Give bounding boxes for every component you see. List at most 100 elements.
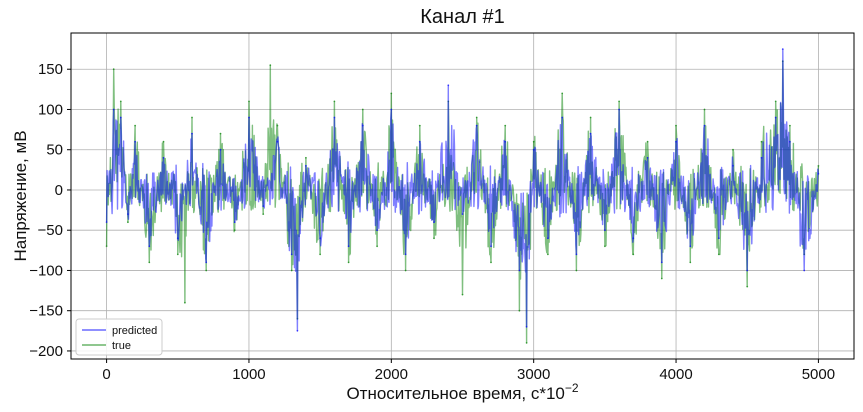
- series-predicted-point: [717, 237, 720, 240]
- series-true-point: [774, 100, 777, 103]
- series-predicted-point: [219, 148, 222, 151]
- series-predicted-point: [347, 245, 350, 248]
- x-axis-label-text: Относительное время, с*10: [346, 384, 564, 403]
- series-true-point: [817, 164, 820, 167]
- series-true-point: [717, 253, 720, 256]
- series-predicted-point: [532, 148, 535, 151]
- plot-frame: [70, 32, 855, 360]
- series-predicted-point: [376, 229, 378, 232]
- x-axis-label: Относительное время, с*10−2: [346, 381, 578, 403]
- series-true-point: [547, 253, 549, 256]
- x-tick-label: 3000: [517, 366, 550, 383]
- series-predicted-point: [475, 124, 478, 127]
- series-true-point: [305, 156, 307, 159]
- series-predicted-point: [134, 140, 137, 143]
- y-tick-label: −100: [29, 262, 63, 279]
- series-true-point: [112, 68, 115, 71]
- series-true-point: [618, 100, 620, 103]
- series-true-point: [361, 108, 364, 111]
- series-true-point: [290, 269, 293, 272]
- series-true-point: [276, 124, 279, 127]
- series-true-point: [184, 301, 186, 304]
- series-predicted-point: [604, 229, 606, 232]
- series-predicted-point: [675, 140, 677, 143]
- series-predicted-point: [390, 108, 393, 111]
- series-predicted-point: [732, 164, 734, 167]
- series-predicted-point: [781, 48, 784, 50]
- series-predicted-point: [746, 269, 749, 272]
- series-predicted-point: [575, 253, 578, 256]
- y-tick-label: 100: [38, 101, 63, 118]
- y-tick-label: −50: [38, 222, 63, 239]
- series-predicted-point: [418, 140, 421, 143]
- x-axis-label-exponent: −2: [565, 381, 579, 395]
- x-tick-label: 0: [102, 366, 110, 383]
- x-tick-label: 5000: [802, 366, 835, 383]
- series-true-point: [433, 237, 435, 240]
- y-tick-label: 50: [46, 142, 63, 159]
- series-true-point: [525, 342, 528, 344]
- series-predicted-point: [689, 245, 692, 248]
- series-predicted-point: [433, 221, 435, 224]
- series-true-point: [262, 213, 265, 216]
- series-predicted-point: [561, 116, 564, 119]
- series-true-point: [589, 116, 592, 119]
- x-tick-label: 2000: [375, 366, 408, 383]
- series-predicted-point: [817, 173, 820, 175]
- series-true-point: [233, 229, 236, 232]
- series-true-point: [675, 124, 677, 127]
- series-predicted-point: [646, 156, 649, 159]
- series-true-point: [490, 261, 492, 264]
- series-predicted-point: [404, 253, 407, 256]
- series-predicted-point: [233, 221, 236, 224]
- series-true-point: [191, 116, 193, 119]
- series-true-point: [205, 269, 208, 272]
- series-predicted-point: [191, 132, 193, 135]
- series-predicted-point: [361, 124, 364, 127]
- legend-label-predicted: predicted: [112, 325, 157, 337]
- y-tick-label: 150: [38, 61, 63, 78]
- series-true-point: [604, 245, 606, 248]
- y-tick-label: −150: [29, 303, 63, 320]
- series-predicted-point: [276, 140, 279, 143]
- series-true-point: [504, 124, 507, 127]
- series-true-line: [105, 60, 820, 344]
- series-predicted-point: [176, 237, 179, 240]
- series-predicted-point: [119, 116, 122, 119]
- series-true-point: [703, 108, 706, 111]
- series-true-point: [518, 309, 521, 312]
- legend-box: [75, 318, 163, 356]
- series-true-point: [333, 100, 336, 103]
- series-layer: [105, 48, 820, 344]
- series-predicted-point: [518, 269, 521, 272]
- series-predicted-point: [148, 245, 151, 248]
- series-true-point: [660, 277, 663, 280]
- series-true-point: [269, 64, 272, 67]
- series-predicted-point: [205, 261, 208, 264]
- series-true-point: [248, 100, 250, 103]
- series-true-point: [689, 261, 692, 264]
- series-predicted-point: [296, 329, 299, 332]
- series-predicted-point: [789, 140, 791, 143]
- series-true-point: [575, 269, 578, 272]
- series-true-point: [105, 245, 108, 248]
- series-true-point: [561, 92, 564, 95]
- series-predicted-point: [504, 140, 507, 143]
- series-predicted-point: [262, 205, 265, 208]
- series-true-point: [134, 124, 137, 127]
- y-axis-label: Напряжение, мВ: [11, 130, 30, 261]
- series-predicted-point: [447, 84, 450, 87]
- series-predicted-point: [803, 269, 806, 272]
- series-true-point: [732, 148, 734, 151]
- series-predicted-point: [333, 116, 336, 119]
- series-predicted-point: [305, 164, 307, 167]
- series-true-point: [475, 116, 478, 119]
- series-predicted-point: [525, 325, 528, 328]
- series-predicted-point: [319, 237, 321, 240]
- series-true-point: [347, 261, 350, 264]
- chart-title: Канал #1: [420, 6, 504, 28]
- series-true-point: [646, 140, 649, 143]
- series-true-point: [176, 253, 179, 256]
- series-true-point: [461, 293, 464, 296]
